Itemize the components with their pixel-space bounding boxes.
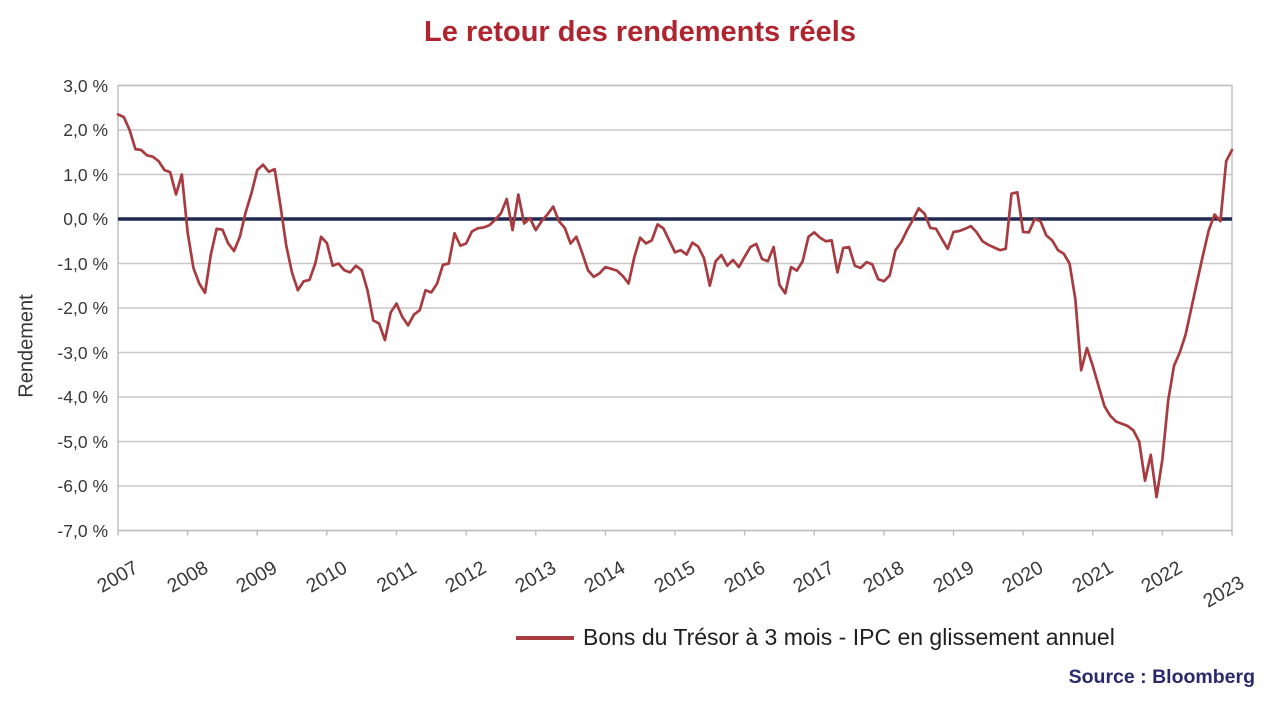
y-tick-label: 3,0 % (63, 75, 108, 96)
source-note: Source : Bloomberg (1068, 666, 1255, 688)
y-tick-label: 0,0 % (63, 209, 108, 229)
legend-series-label: Bons du Trésor à 3 mois - IPC en glissem… (583, 624, 1115, 650)
legend-series-line-swatch (516, 635, 574, 640)
y-tick-label: -2,0 % (57, 298, 108, 318)
y-tick-label: -1,0 % (57, 253, 108, 274)
y-tick-label: -6,0 % (57, 476, 108, 496)
y-tick-label: -7,0 % (57, 520, 108, 541)
y-tick-label: -3,0 % (57, 342, 108, 363)
y-tick-label: 1,0 % (63, 164, 108, 185)
series-line (116, 113, 1234, 499)
y-tick-label: -4,0 % (57, 387, 108, 407)
y-tick-label: 2,0 % (63, 120, 108, 140)
chart-title: Le retour des rendements réels (424, 16, 856, 48)
y-tick-label: -5,0 % (57, 431, 108, 452)
legend: Bons du Trésor à 3 mois - IPC en glissem… (516, 624, 1115, 651)
